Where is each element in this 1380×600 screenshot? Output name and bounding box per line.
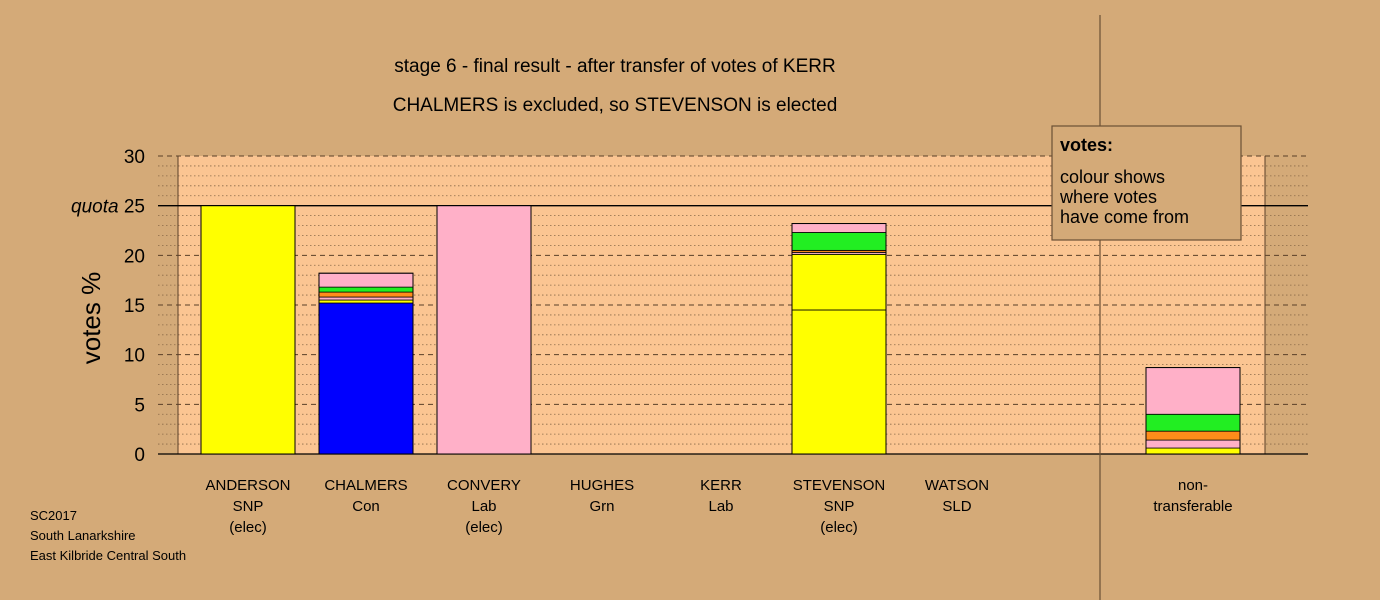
y-tick-label: 0 xyxy=(134,445,145,466)
legend-text: colour shows xyxy=(1060,167,1165,187)
category-label: SLD xyxy=(942,498,971,515)
bar-segment xyxy=(318,299,414,304)
category-label: HUGHES xyxy=(570,477,634,494)
category-label: (elec) xyxy=(229,519,267,536)
y-tick-label: 20 xyxy=(124,246,145,267)
quota-label: quota xyxy=(71,197,124,218)
category-label: transferable xyxy=(1153,498,1232,515)
bar-segment xyxy=(791,253,887,311)
category-label: SNP xyxy=(233,498,264,515)
category-label: Lab xyxy=(471,498,496,515)
y-axis-label: votes % xyxy=(76,272,106,365)
category-label: ANDERSON xyxy=(205,477,290,494)
category-label: (elec) xyxy=(465,519,503,536)
bar-segment xyxy=(200,205,296,455)
legend-box xyxy=(1051,125,1242,241)
bar-segment xyxy=(1145,367,1241,415)
bar-group xyxy=(791,223,887,455)
category-label: Con xyxy=(352,498,380,515)
quota-value: 25 xyxy=(124,197,145,218)
bar-segment xyxy=(318,296,414,301)
quota-tick-label: quota 25 xyxy=(71,197,145,218)
bar-segment xyxy=(1145,430,1241,441)
bar-segment xyxy=(318,286,414,293)
bar-group xyxy=(200,205,296,455)
bar-group xyxy=(318,272,414,455)
bar-outline xyxy=(318,272,414,455)
bar-segment xyxy=(318,272,414,288)
footnote-line: SC2017 xyxy=(30,508,77,523)
bar-segment xyxy=(791,223,887,233)
legend-text: have come from xyxy=(1060,207,1189,227)
bar-segment xyxy=(791,309,887,455)
bar-segment xyxy=(1145,439,1241,449)
bar-segment xyxy=(318,302,414,455)
bar-group xyxy=(436,205,532,455)
footnote-line: East Kilbride Central South xyxy=(30,548,186,563)
category-label: WATSON xyxy=(925,477,989,494)
bar-segment xyxy=(1145,447,1241,455)
bar-segment xyxy=(318,291,414,298)
y-tick-label: 5 xyxy=(134,395,145,416)
footnote-line: South Lanarkshire xyxy=(30,528,136,543)
category-label: STEVENSON xyxy=(793,477,886,494)
bar-segment xyxy=(436,205,532,455)
y-tick-label: 30 xyxy=(124,147,145,168)
category-label: (elec) xyxy=(820,519,858,536)
bar-outline xyxy=(200,205,296,455)
category-label: Lab xyxy=(708,498,733,515)
category-label: non- xyxy=(1178,477,1208,494)
legend-title: votes: xyxy=(1060,135,1113,155)
category-label: Grn xyxy=(589,498,614,515)
category-label: SNP xyxy=(824,498,855,515)
bar-outline xyxy=(1145,367,1241,455)
chart-subtitle: CHALMERS is excluded, so STEVENSON is el… xyxy=(393,95,838,116)
bar-segment xyxy=(791,232,887,251)
category-label: CONVERY xyxy=(447,477,521,494)
y-tick-label: 15 xyxy=(124,296,145,317)
bar-segment xyxy=(1145,413,1241,432)
y-tick-label: 10 xyxy=(124,346,145,367)
chart-title: stage 6 - final result - after transfer … xyxy=(394,56,835,77)
category-label: KERR xyxy=(700,477,742,494)
category-label: CHALMERS xyxy=(324,477,407,494)
bar-group xyxy=(1145,367,1241,455)
legend-text: where votes xyxy=(1059,187,1157,207)
bar-outline xyxy=(436,205,532,455)
bar-outline xyxy=(791,223,887,455)
